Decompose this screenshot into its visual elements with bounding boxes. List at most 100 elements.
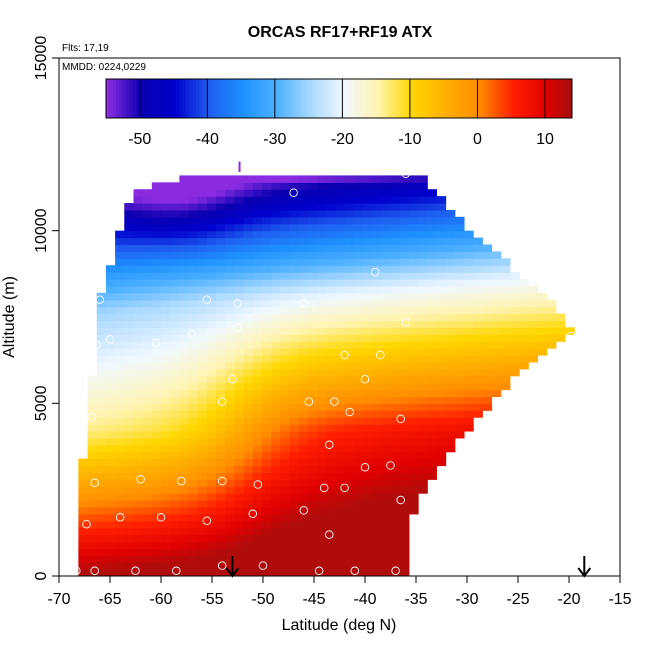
- colorbar-frame: [105, 78, 573, 119]
- heatmap-cell: [390, 506, 401, 515]
- heatmap-cell: [133, 348, 144, 356]
- heatmap-cell: [381, 175, 392, 183]
- sample-point: [248, 509, 258, 519]
- colorbar-segment: [259, 79, 263, 118]
- heatmap-cell: [436, 354, 447, 363]
- heatmap-cell: [408, 182, 419, 190]
- heatmap-cell: [399, 493, 410, 501]
- heatmap-cell: [454, 313, 465, 322]
- heatmap-cell: [216, 520, 226, 529]
- heatmap-cell: [197, 479, 208, 487]
- colorbar-segment: [182, 79, 187, 118]
- heatmap-cell: [115, 327, 125, 335]
- heatmap-cell: [408, 389, 419, 398]
- heatmap-cell: [261, 341, 272, 349]
- heatmap-cell: [454, 382, 465, 391]
- heatmap-cell: [372, 493, 382, 501]
- heatmap-cell: [170, 513, 180, 522]
- heatmap-cell: [151, 223, 162, 232]
- heatmap-cell: [115, 541, 125, 549]
- heatmap-cell: [142, 458, 153, 467]
- heatmap-cell: [307, 244, 318, 252]
- heatmap-cell: [436, 223, 447, 232]
- heatmap-cell: [399, 506, 410, 515]
- heatmap-cell: [353, 444, 364, 453]
- heatmap-cell: [188, 175, 199, 183]
- heatmap-cell: [115, 237, 125, 246]
- heatmap-cell: [353, 230, 364, 239]
- heatmap-cell: [326, 320, 337, 328]
- heatmap-cell: [353, 279, 364, 287]
- colorbar-segment: [155, 79, 160, 118]
- heatmap-cell: [124, 313, 135, 322]
- heatmap-cell: [252, 272, 263, 280]
- heatmap-cell: [133, 513, 144, 522]
- heatmap-cell: [408, 209, 419, 218]
- sample-point: [304, 397, 314, 406]
- heatmap-cell: [197, 451, 208, 460]
- heatmap-cell: [142, 410, 153, 418]
- heatmap-cell: [133, 486, 144, 494]
- colorbar-segment: [562, 79, 566, 118]
- heatmap-cell: [326, 348, 337, 356]
- heatmap-cell: [78, 569, 89, 576]
- heatmap-cell: [362, 555, 373, 563]
- sample-point: [391, 566, 400, 576]
- colorbar-segment: [518, 79, 523, 118]
- heatmap-cell: [408, 292, 419, 301]
- heatmap-cell: [482, 382, 493, 391]
- heatmap-cell: [133, 230, 144, 239]
- heatmap-cell: [372, 230, 382, 239]
- heatmap-cell: [124, 451, 135, 460]
- heatmap-cell: [96, 348, 107, 356]
- heatmap-cell: [408, 203, 419, 211]
- heatmap-cell: [372, 396, 382, 404]
- heatmap-cell: [197, 203, 208, 211]
- heatmap-cell: [408, 272, 419, 280]
- heatmap-cell: [326, 479, 337, 487]
- heatmap-cell: [317, 375, 327, 384]
- heatmap-cell: [161, 444, 171, 453]
- heatmap-cell: [289, 368, 300, 377]
- heatmap-cell: [124, 251, 135, 259]
- heatmap-cell: [216, 382, 226, 391]
- heatmap-cell: [142, 430, 153, 439]
- heatmap-cell: [105, 451, 116, 460]
- heatmap-cell: [372, 486, 382, 494]
- heatmap-cell: [344, 368, 355, 377]
- heatmap-cell: [133, 334, 144, 342]
- heatmap-cell: [142, 313, 153, 322]
- colorbar-segment: [219, 79, 223, 118]
- heatmap-cell: [335, 175, 346, 183]
- heatmap-cell: [454, 430, 465, 439]
- heatmap-cell: [372, 320, 382, 328]
- heatmap-cell: [418, 327, 428, 335]
- heatmap-cell: [216, 500, 226, 508]
- heatmap-cell: [427, 306, 437, 315]
- heatmap-cell: [372, 244, 382, 252]
- heatmap-cell: [142, 320, 153, 328]
- heatmap-cell: [473, 279, 483, 287]
- heatmap-cell: [372, 196, 382, 204]
- sample-point: [360, 462, 370, 472]
- heatmap-cell: [124, 361, 135, 370]
- heatmap-cell: [161, 299, 171, 308]
- heatmap-cell: [326, 500, 337, 508]
- heatmap-cell: [234, 354, 245, 363]
- heatmap-cell: [261, 348, 272, 356]
- colorbar-segment: [438, 79, 443, 118]
- heatmap-cell: [197, 527, 208, 536]
- heatmap-cell: [555, 334, 566, 342]
- heatmap-cell: [197, 272, 208, 280]
- heatmap-cell: [216, 375, 226, 384]
- heatmap-cell: [170, 548, 180, 556]
- heatmap-cell: [335, 534, 346, 543]
- heatmap-cell: [124, 375, 135, 384]
- heatmap-cell: [473, 292, 483, 301]
- heatmap-cell: [335, 465, 346, 473]
- heatmap-cell: [280, 223, 291, 232]
- heatmap-cell: [280, 389, 291, 398]
- heatmap-cell: [289, 327, 300, 335]
- heatmap-cell: [381, 403, 392, 411]
- heatmap-cell: [115, 251, 125, 259]
